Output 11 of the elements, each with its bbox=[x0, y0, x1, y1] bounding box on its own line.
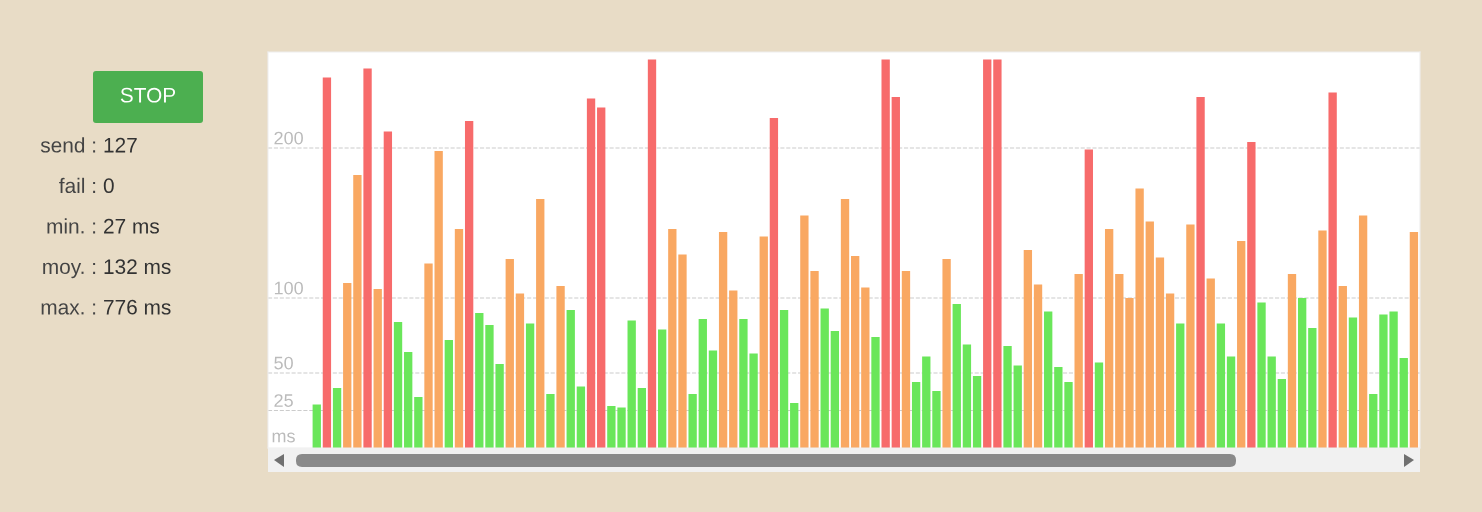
text: moy. : 132 ms bbox=[43, 259, 171, 279]
text: fail : 0 bbox=[59, 177, 114, 194]
y-tick-label: 25 bbox=[274, 394, 293, 407]
text: max. : 776 ms bbox=[41, 299, 171, 315]
text: min. : 27 ms bbox=[47, 218, 159, 234]
text: STOP bbox=[120, 87, 176, 103]
y-tick-label: 50 bbox=[274, 356, 293, 370]
y-tick-label: 100 bbox=[274, 281, 303, 295]
y-tick-label: 200 bbox=[274, 131, 303, 145]
text: send : 127 bbox=[40, 137, 137, 153]
y-axis-title: ms bbox=[272, 432, 295, 443]
